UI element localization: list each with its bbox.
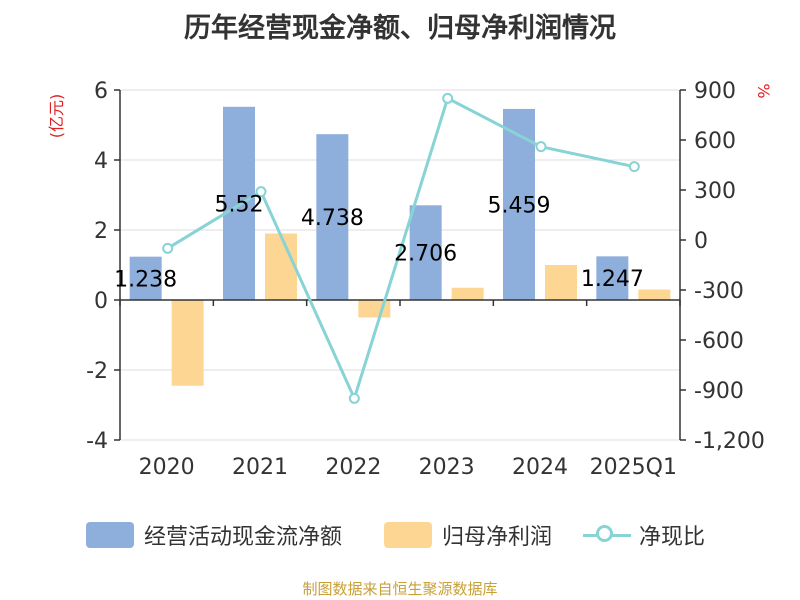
bar-value-label: 1.247 — [581, 267, 644, 292]
label-layer: 1.238 5.52 4.738 2.706 5.459 1.247 — [114, 192, 644, 292]
right-axis-tick-label: 0 — [694, 229, 708, 254]
bar-net-profit — [451, 287, 484, 300]
legend-label-net-profit: 归母净利润 — [442, 525, 553, 550]
legend-swatch-cashflow — [86, 522, 134, 548]
x-axis-category-label: 2022 — [325, 455, 381, 480]
axis-layer: 6 4 2 0 -2 -4 900 600 300 0 -300 -600 -900 -1,200 2020… — [86, 79, 765, 480]
left-axis-unit: (亿元) — [47, 94, 66, 139]
bar-cashflow — [596, 256, 629, 300]
bar-cashflow — [129, 256, 162, 300]
right-axis-tick-label: -300 — [694, 279, 744, 304]
right-axis-tick-label: 900 — [694, 79, 736, 104]
bar-value-label: 4.738 — [301, 206, 364, 231]
legend-label-cashflow: 经营活动现金流净额 — [144, 525, 343, 550]
ratio-point — [162, 242, 174, 254]
left-axis-tick-label: 4 — [94, 149, 108, 174]
x-axis-category-label: 2024 — [512, 455, 568, 480]
bar-value-label: 1.238 — [114, 267, 177, 292]
ratio-point — [255, 186, 267, 198]
grid-lines — [120, 89, 680, 441]
legend-line-icon — [583, 522, 631, 548]
left-axis-tick-label: 2 — [94, 219, 108, 244]
legend-item-ratio[interactable]: 净现比 — [583, 516, 705, 554]
left-axis-tick-label: -4 — [86, 429, 108, 454]
bar-net-profit — [171, 300, 204, 386]
legend-swatch-net-profit — [384, 522, 432, 548]
bar-net-profit — [545, 265, 577, 300]
right-axis-tick-label: -600 — [694, 329, 744, 354]
ratio-point — [348, 392, 360, 404]
bar-value-label: 5.459 — [488, 193, 551, 218]
legend-item-net-profit[interactable]: 归母净利润 — [384, 516, 552, 554]
bar-cashflow — [316, 134, 349, 300]
bar-value-label: 5.52 — [215, 192, 264, 217]
bar-net-profit — [638, 289, 671, 300]
left-axis-tick-label: 0 — [94, 289, 108, 314]
legend-label-ratio: 净现比 — [639, 525, 706, 550]
ratio-point — [442, 92, 454, 104]
left-axis-tick-label: -2 — [86, 359, 108, 384]
bar-value-label: 2.706 — [394, 242, 457, 267]
x-axis-category-label: 2023 — [419, 455, 475, 480]
right-axis-tick-label: 300 — [694, 179, 736, 204]
x-axis-category-label: 2020 — [139, 455, 195, 480]
ratio-point — [628, 161, 640, 173]
left-axis-tick-label: 6 — [94, 79, 108, 104]
ratio-line — [166, 96, 635, 403]
chart-legend: 经营活动现金流净额 归母净利润 净现比 — [0, 516, 800, 554]
right-axis-tick-label: 600 — [694, 129, 736, 154]
right-axis-tick-label: -1,200 — [694, 429, 765, 454]
chart-title: 历年经营现金净额、归母净利润情况 — [184, 13, 616, 44]
line-layer — [162, 92, 640, 404]
legend-item-cashflow[interactable]: 经营活动现金流净额 — [86, 516, 342, 554]
right-axis-unit: % — [754, 83, 773, 98]
ratio-point — [535, 141, 547, 153]
right-axis-tick-label: -900 — [694, 379, 744, 404]
bar-net-profit — [265, 233, 297, 300]
x-axis-category-label: 2021 — [232, 455, 288, 480]
data-source-note: 制图数据来自恒生聚源数据库 — [302, 580, 498, 598]
x-axis-category-label: 2025Q1 — [590, 455, 677, 480]
bar-cashflow — [409, 205, 442, 300]
